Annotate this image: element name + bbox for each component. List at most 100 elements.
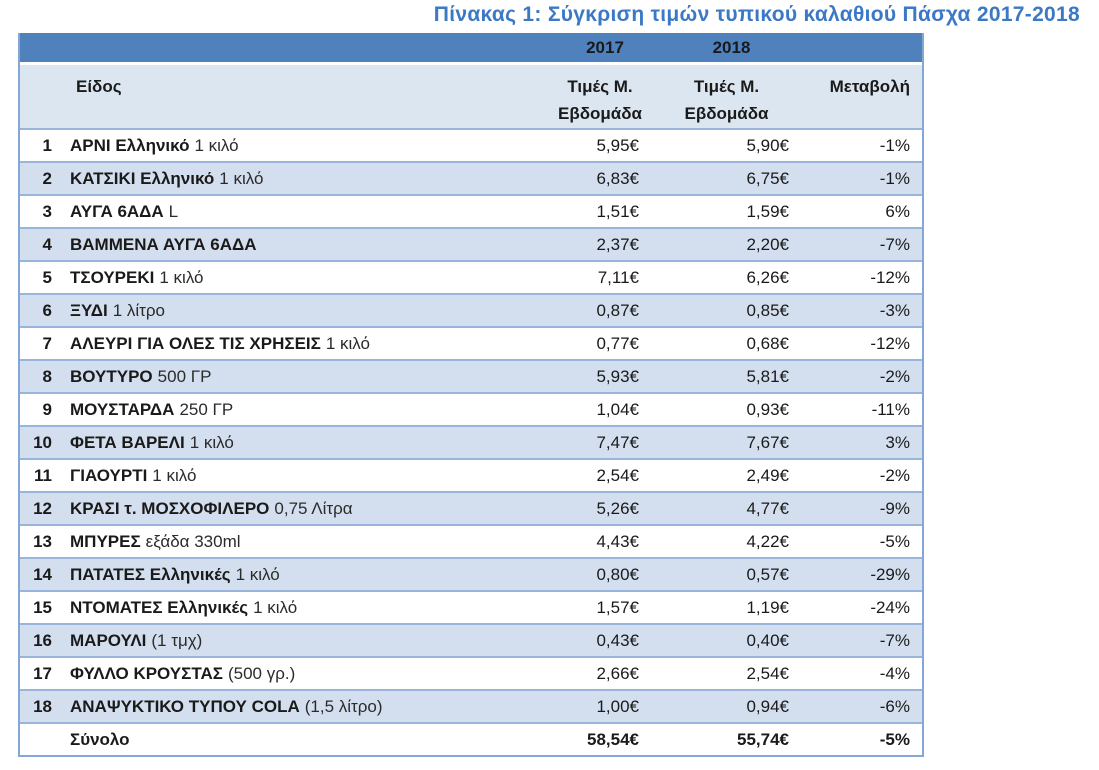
table-row: 5 ΤΣΟΥΡΕΚΙ 1 κιλό 7,11€ 6,26€ -12% [20,260,922,293]
col-header-item: Είδος [76,77,122,96]
item-cell: ΚΡΑΣΙ τ. ΜΟΣΧΟΦΙΛΕΡΟ 0,75 Λίτρα [64,499,545,519]
total-row: Σύνολο 58,54€ 55,74€ -5% [20,722,922,755]
price-2017: 1,57€ [596,597,639,617]
table-row: 7 ΑΛΕΥΡΙ ΓΙΑ ΟΛΕΣ ΤΙΣ ΧΡΗΣΕΙΣ 1 κιλό 0,77… [20,326,922,359]
change-value: -4% [879,663,910,683]
change-value: 6% [885,201,910,221]
price-2018: 2,49€ [746,465,789,485]
price-2017: 0,77€ [596,333,639,353]
price-2018: 2,20€ [746,234,789,254]
change-value: -1% [879,168,910,188]
change-value: -2% [879,366,910,386]
table-row: 1 ΑΡΝΙ Ελληνικό 1 κιλό 5,95€ 5,90€ -1% [20,128,922,161]
item-name: ΦΕΤΑ ΒΑΡΕΛΙ [70,432,185,452]
price-2018: 1,59€ [746,201,789,221]
row-number: 5 [42,267,52,287]
table-row: 17 ΦΥΛΛΟ ΚΡΟΥΣΤΑΣ (500 γρ.) 2,66€ 2,54€ -… [20,656,922,689]
change-value: -29% [870,564,910,584]
item-detail: 1 κιλό [194,135,239,155]
change-value: -6% [879,696,910,716]
item-cell: ΚΑΤΣΙΚΙ Ελληνικό 1 κιλό [64,169,545,189]
col-header-num-spacer [20,65,64,128]
row-number: 12 [33,498,52,518]
item-detail: 1 κιλό [189,432,234,452]
total-change: -5% [879,729,910,749]
table-row: 15 ΝΤΟΜΑΤΕΣ Ελληνικές 1 κιλό 1,57€ 1,19€ … [20,590,922,623]
price-2018: 0,40€ [746,630,789,650]
price-2018: 4,22€ [746,531,789,551]
item-cell: ΝΤΟΜΑΤΕΣ Ελληνικές 1 κιλό [64,598,545,618]
comparison-table: 2017 2018 Είδος Τιμές Μ. Εβδομάδα Τιμές … [18,33,924,757]
item-detail: 1 κιλό [325,333,370,353]
item-detail: 1 κιλό [235,564,280,584]
price-2018: 6,75€ [746,168,789,188]
table-row: 4 ΒΑΜΜΕΝΑ ΑΥΓΑ 6ΑΔΑ 2,37€ 2,20€ -7% [20,227,922,260]
item-cell: ΜΠΥΡΕΣ εξάδα 330ml [64,532,545,552]
year-header-2018: 2018 [712,37,751,57]
item-cell: ΤΣΟΥΡΕΚΙ 1 κιλό [64,268,545,288]
change-value: -11% [871,399,910,419]
item-cell: ΜΑΡΟΥΛΙ (1 τμχ) [64,631,545,651]
table-body: 1 ΑΡΝΙ Ελληνικό 1 κιλό 5,95€ 5,90€ -1% 2 … [20,128,922,722]
col-header-price-2017: Τιμές Μ. Εβδομάδα [557,77,643,123]
page-title: Πίνακας 1: Σύγκριση τιμών τυπικού καλαθι… [433,3,1080,26]
price-2018: 4,77€ [746,498,789,518]
table-row: 10 ΦΕΤΑ ΒΑΡΕΛΙ 1 κιλό 7,47€ 7,67€ 3% [20,425,922,458]
item-detail: 500 ΓΡ [157,366,212,386]
price-2018: 0,94€ [746,696,789,716]
item-cell: ΑΥΓΑ 6ΑΔΑ L [64,202,545,222]
item-name: ΦΥΛΛΟ ΚΡΟΥΣΤΑΣ [70,663,223,683]
total-price-2017: 58,54€ [587,729,639,749]
item-detail: (1 τμχ) [151,630,203,650]
item-cell: ΜΟΥΣΤΑΡΔΑ 250 ΓΡ [64,400,545,420]
item-cell: ΑΡΝΙ Ελληνικό 1 κιλό [64,136,545,156]
table-row: 8 ΒΟΥΤΥΡΟ 500 ΓΡ 5,93€ 5,81€ -2% [20,359,922,392]
price-2018: 6,26€ [746,267,789,287]
item-detail: 1 κιλό [152,465,197,485]
item-name: ΤΣΟΥΡΕΚΙ [70,267,155,287]
price-2018: 5,90€ [746,135,789,155]
price-2017: 1,04€ [596,399,639,419]
row-number: 13 [33,531,52,551]
item-name: ΚΑΤΣΙΚΙ Ελληνικό [70,168,215,188]
item-detail: 1 λίτρο [112,300,165,320]
item-name: ΞΥΔΙ [70,300,108,320]
item-detail: 1 κιλό [219,168,264,188]
change-value: -7% [879,630,910,650]
table-row: 11 ΓΙΑΟΥΡΤΙ 1 κιλό 2,54€ 2,49€ -2% [20,458,922,491]
total-price-2018: 55,74€ [737,729,789,749]
item-detail: L [168,201,179,221]
change-value: -5% [879,531,910,551]
row-number: 2 [42,168,52,188]
item-detail: εξάδα 330ml [145,531,241,551]
table-row: 13 ΜΠΥΡΕΣ εξάδα 330ml 4,43€ 4,22€ -5% [20,524,922,557]
item-cell: ΑΛΕΥΡΙ ΓΙΑ ΟΛΕΣ ΤΙΣ ΧΡΗΣΕΙΣ 1 κιλό [64,334,545,354]
item-name: ΑΝΑΨΥΚΤΙΚΟ ΤΥΠΟΥ COLA [70,696,300,716]
price-2017: 7,11€ [597,267,639,287]
item-name: ΚΡΑΣΙ τ. ΜΟΣΧΟΦΙΛΕΡΟ [70,498,270,518]
row-number: 14 [33,564,52,584]
total-label: Σύνολο [70,729,130,749]
row-number: 3 [42,201,52,221]
total-label-cell: Σύνολο [64,730,545,750]
row-number: 10 [33,432,52,452]
price-2017: 2,37€ [596,234,639,254]
item-name: ΑΥΓΑ 6ΑΔΑ [70,201,164,221]
price-2018: 0,93€ [746,399,789,419]
table-row: 12 ΚΡΑΣΙ τ. ΜΟΣΧΟΦΙΛΕΡΟ 0,75 Λίτρα 5,26€ … [20,491,922,524]
table-row: 16 ΜΑΡΟΥΛΙ (1 τμχ) 0,43€ 0,40€ -7% [20,623,922,656]
item-name: ΑΛΕΥΡΙ ΓΙΑ ΟΛΕΣ ΤΙΣ ΧΡΗΣΕΙΣ [70,333,321,353]
change-value: -12% [870,333,910,353]
item-name: ΜΟΥΣΤΑΡΔΑ [70,399,175,419]
price-2017: 4,43€ [596,531,639,551]
price-2017: 5,26€ [596,498,639,518]
table-row: 2 ΚΑΤΣΙΚΙ Ελληνικό 1 κιλό 6,83€ 6,75€ -1% [20,161,922,194]
item-detail: (1,5 λίτρο) [304,696,383,716]
change-value: -1% [879,135,910,155]
row-number: 16 [33,630,52,650]
row-number: 7 [42,333,52,353]
change-value: -9% [879,498,910,518]
price-2017: 6,83€ [596,168,639,188]
item-detail: 1 κιλό [253,597,298,617]
change-value: 3% [885,432,910,452]
